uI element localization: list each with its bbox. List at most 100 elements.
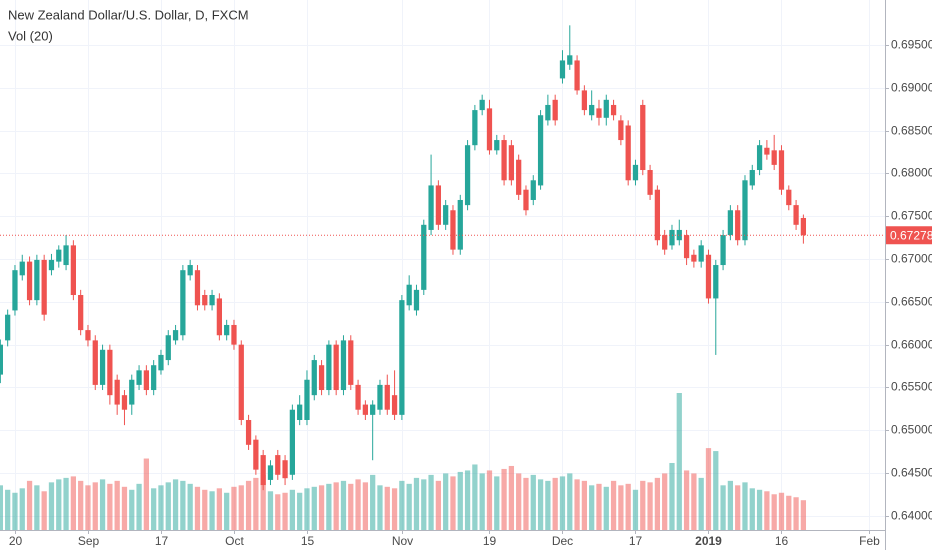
volume-bar	[129, 489, 135, 530]
candle-body	[523, 189, 529, 211]
x-tick-label: Oct	[225, 534, 244, 548]
candle-body	[99, 349, 106, 385]
volume-label: Vol (20)	[8, 28, 53, 43]
candle-body	[12, 270, 18, 311]
volume-bar	[48, 482, 55, 530]
volume-bar	[778, 492, 785, 530]
volume-bar	[683, 470, 690, 530]
y-tick-label: 0.68000	[891, 166, 932, 180]
candle-body	[589, 104, 595, 116]
y-tick-label: 0.65500	[891, 380, 932, 394]
volume-bar	[289, 489, 295, 530]
volume-bar	[143, 458, 149, 530]
volume-bar	[180, 480, 186, 530]
grid	[0, 0, 885, 530]
candle-body	[224, 324, 230, 336]
volume-bar	[618, 485, 624, 530]
candle-body	[5, 314, 11, 341]
candle-body	[596, 108, 602, 118]
volume-bar	[326, 483, 332, 530]
candle-body	[727, 210, 734, 236]
volume-bar	[793, 497, 799, 530]
volume-bar	[545, 480, 551, 530]
candle-body	[705, 254, 712, 299]
candle-body	[764, 147, 770, 155]
y-tick-label: 0.64000	[891, 509, 932, 523]
volume-bar	[647, 482, 653, 530]
volume-bar	[756, 489, 763, 530]
volume-bar	[5, 489, 11, 530]
candle-body	[632, 164, 639, 181]
y-tick-label: 0.69000	[891, 81, 932, 95]
volume-bar	[610, 480, 617, 530]
candle-body	[793, 205, 799, 225]
volume-bar	[311, 486, 317, 530]
volume-bar	[479, 473, 485, 530]
candle-body	[19, 261, 25, 276]
candle-body	[647, 170, 653, 195]
volume-bar	[516, 473, 522, 530]
candle-body	[581, 90, 588, 111]
volume-bar	[662, 473, 668, 530]
candle-body	[428, 185, 434, 230]
candle-body	[333, 344, 339, 391]
x-tick-label: 19	[483, 534, 497, 548]
candle-body	[0, 344, 3, 375]
y-tick-label: 0.67000	[891, 252, 932, 266]
volume-bar	[749, 488, 755, 530]
volume-bar	[107, 483, 113, 530]
candle-body	[735, 210, 741, 241]
volume-bar	[275, 494, 281, 530]
candle-body	[698, 245, 704, 262]
volume-bar	[260, 474, 266, 530]
volume-bar	[348, 483, 354, 530]
volume-bar	[151, 488, 157, 530]
volume-bar	[800, 500, 807, 530]
candle-body	[399, 300, 405, 415]
candle-body	[574, 60, 580, 91]
volume-bar	[187, 483, 193, 530]
volume-bar	[63, 477, 69, 530]
y-tick-label: 0.69500	[891, 38, 932, 52]
candle-body	[435, 185, 442, 225]
candle-body	[282, 460, 288, 479]
volume-bar	[216, 488, 222, 530]
candle-body	[662, 235, 668, 250]
candle-body	[640, 104, 646, 171]
volume-bar	[399, 480, 405, 530]
x-tick-label: Nov	[392, 534, 413, 548]
candle-body	[216, 298, 222, 336]
candle-body	[771, 150, 777, 165]
volume-bar	[340, 480, 347, 530]
candle-body	[231, 324, 237, 345]
candle-body	[654, 189, 661, 241]
y-tick-label: 0.68500	[891, 124, 932, 138]
volume-bar	[421, 479, 427, 530]
volume-bar	[370, 474, 376, 530]
volume-bar	[589, 485, 595, 530]
candle-body	[180, 270, 186, 336]
candle-body	[742, 180, 748, 241]
volume-bar	[742, 482, 748, 530]
y-tick-label: 0.64500	[891, 466, 932, 480]
volume-bar	[581, 480, 588, 530]
candles	[0, 25, 807, 491]
volume-bar	[56, 479, 62, 530]
volume-bar	[362, 482, 369, 530]
volume-bar	[165, 482, 171, 530]
volume-bar	[333, 482, 339, 530]
candle-body	[194, 270, 201, 306]
x-tick-label: 2019	[695, 534, 722, 548]
x-tick-label: Dec	[552, 534, 573, 548]
candle-body	[421, 224, 427, 290]
candle-body	[486, 108, 493, 151]
volume-bar	[501, 468, 507, 530]
volume-bar	[552, 477, 558, 530]
volume-bar	[194, 486, 201, 530]
volume-bar	[472, 464, 478, 530]
candle-body	[516, 159, 522, 195]
volume-bar	[735, 485, 741, 530]
candle-body	[778, 150, 785, 190]
